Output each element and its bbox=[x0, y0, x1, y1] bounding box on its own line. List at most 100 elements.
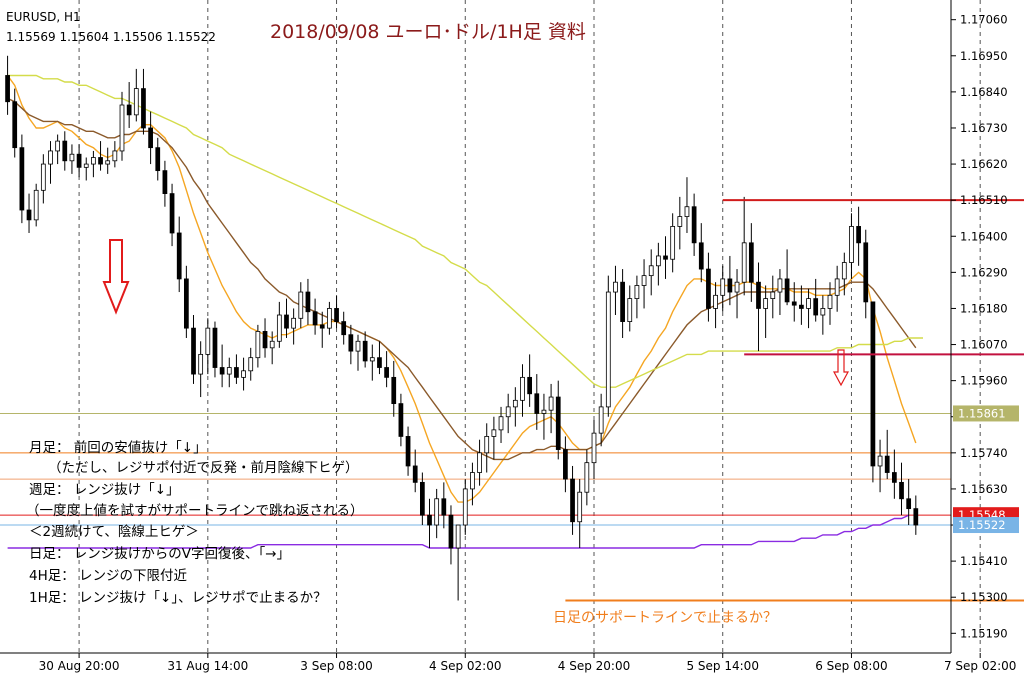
time-axis: 30 Aug 20:00 31 Aug 14:00 3 Sep 08:00 4 Sep… bbox=[39, 653, 1016, 673]
candle-up bbox=[677, 216, 683, 227]
candle-down bbox=[405, 436, 411, 467]
moving-average-1 bbox=[7, 97, 917, 461]
candle-down bbox=[362, 340, 368, 362]
y-tick-label: 1.16730 bbox=[960, 121, 1008, 135]
symbol-label: EURUSD, H1 bbox=[6, 10, 81, 24]
candle-down bbox=[534, 393, 540, 414]
small-down-arrow-icon bbox=[832, 349, 850, 387]
candle-up bbox=[291, 317, 297, 329]
x-tick-label: 4 Sep 02:00 bbox=[429, 659, 501, 673]
candle-down bbox=[334, 308, 339, 322]
y-tick-label: 1.16950 bbox=[960, 49, 1008, 63]
candle-down bbox=[341, 321, 347, 336]
candle-up bbox=[498, 416, 504, 431]
candle-down bbox=[563, 449, 568, 480]
candle-down bbox=[19, 147, 25, 211]
candle-down bbox=[176, 232, 182, 280]
candle-down bbox=[183, 278, 189, 329]
x-tick-label: 31 Aug 14:00 bbox=[167, 659, 248, 673]
x-tick-label: 30 Aug 20:00 bbox=[39, 659, 120, 673]
candle-up bbox=[248, 357, 254, 372]
candle-up bbox=[777, 278, 783, 293]
candle-up bbox=[827, 294, 833, 309]
candle-down bbox=[913, 508, 919, 526]
y-tick-label: 1.17060 bbox=[960, 13, 1008, 27]
candle-up bbox=[763, 298, 769, 309]
candle-down bbox=[305, 291, 311, 313]
candle-down bbox=[262, 331, 268, 349]
note-4h: 4H足： レンジの下限付近 bbox=[29, 568, 188, 584]
candle-down bbox=[412, 465, 418, 483]
candle-up bbox=[877, 455, 883, 467]
candle-down bbox=[377, 357, 382, 368]
ohlc-readout: 1.15569 1.15604 1.15506 1.15522 bbox=[6, 30, 216, 44]
candle-down bbox=[141, 88, 146, 129]
candle-down bbox=[312, 311, 318, 326]
x-tick-label: 5 Sep 14:00 bbox=[686, 659, 758, 673]
moving-average-2 bbox=[7, 74, 923, 388]
candle-down bbox=[219, 367, 225, 375]
y-tick-label: 1.15300 bbox=[960, 590, 1008, 604]
candle-up bbox=[55, 140, 61, 152]
price-tag-box bbox=[953, 405, 1019, 422]
candle-up bbox=[255, 331, 261, 359]
candle-down bbox=[427, 514, 432, 526]
candle-up bbox=[91, 157, 96, 165]
y-tick-label: 1.15630 bbox=[960, 482, 1008, 496]
candle-up bbox=[834, 278, 840, 296]
candle-down bbox=[169, 193, 175, 234]
candle-up bbox=[484, 436, 490, 454]
candle-up bbox=[670, 226, 676, 260]
candle-up bbox=[477, 452, 482, 473]
candle-down bbox=[162, 170, 168, 195]
price-tag-label: 1.15522 bbox=[958, 518, 1006, 532]
candle-down bbox=[663, 255, 668, 260]
candle-up bbox=[720, 278, 726, 296]
candle-down bbox=[863, 242, 869, 303]
candle-down bbox=[12, 101, 18, 149]
note-support-question: 日足のサポートラインで止まるか？ bbox=[553, 610, 777, 626]
candle-down bbox=[884, 455, 890, 473]
candle-down bbox=[155, 147, 161, 172]
candle-down bbox=[76, 153, 82, 168]
y-tick-label: 1.15190 bbox=[960, 626, 1008, 640]
note-1h: 1H足： レンジ抜け「↓」、レジサポで止まるか？ bbox=[29, 590, 327, 606]
candle-up bbox=[841, 262, 847, 280]
candle-up bbox=[634, 285, 640, 300]
y-tick-label: 1.16620 bbox=[960, 157, 1008, 171]
drawn-lines-layer bbox=[565, 199, 1024, 602]
candle-down bbox=[234, 367, 239, 378]
moving-average-0 bbox=[7, 75, 917, 503]
y-tick-label: 1.16510 bbox=[960, 193, 1008, 207]
candle-down bbox=[348, 334, 354, 352]
candle-down bbox=[284, 314, 289, 329]
candle-up bbox=[641, 275, 647, 286]
candle-down bbox=[570, 478, 575, 523]
candle-down bbox=[620, 281, 625, 322]
y-tick-label: 1.16840 bbox=[960, 85, 1008, 99]
candle-up bbox=[541, 409, 547, 414]
candle-up bbox=[548, 396, 554, 411]
moving-averages-layer bbox=[7, 74, 923, 549]
candle-down bbox=[906, 498, 912, 510]
candle-up bbox=[69, 153, 75, 162]
candle-up bbox=[613, 281, 618, 293]
candle-down bbox=[799, 304, 804, 309]
candle-up bbox=[355, 340, 361, 352]
candle-up bbox=[205, 327, 211, 355]
candle-down bbox=[784, 278, 790, 303]
candle-down bbox=[891, 472, 897, 483]
candle-down bbox=[555, 396, 561, 450]
note-daily: 日足： レンジ抜けからのV字回復後、「→」 bbox=[29, 545, 290, 562]
big-down-arrow-icon bbox=[102, 239, 130, 315]
candle-up bbox=[849, 226, 854, 263]
candle-down bbox=[748, 242, 754, 283]
candle-up bbox=[584, 462, 590, 493]
y-tick-label: 1.15410 bbox=[960, 554, 1008, 568]
x-tick-label: 6 Sep 08:00 bbox=[815, 659, 887, 673]
candle-down bbox=[527, 376, 533, 395]
candle-up bbox=[112, 150, 118, 162]
candle-down bbox=[191, 327, 196, 375]
